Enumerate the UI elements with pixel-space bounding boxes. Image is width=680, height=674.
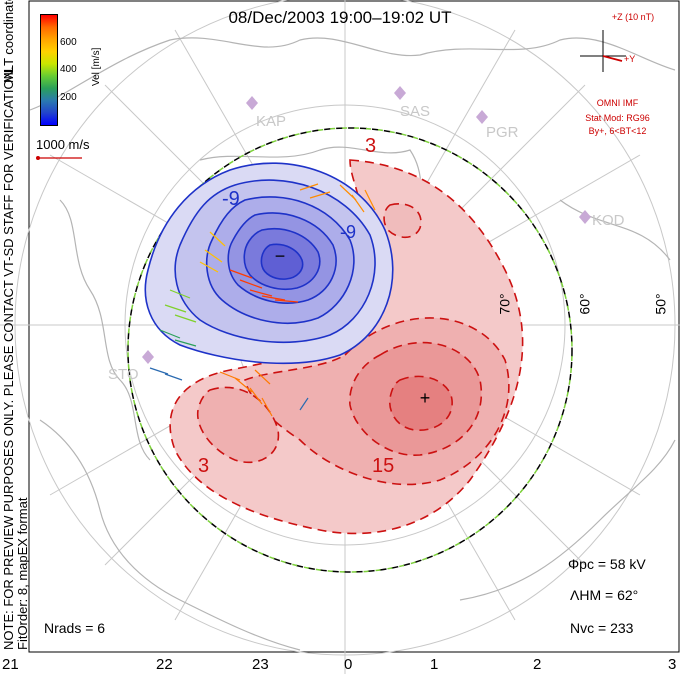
mlt-label-23: 23: [252, 656, 269, 673]
potential-max-marker: +: [420, 388, 431, 408]
potential-min-marker: −: [275, 246, 286, 266]
stat-nvc: Nvc = 233: [570, 620, 634, 636]
scale-vector-dot: [36, 156, 40, 160]
imf-y-label: +Y: [624, 54, 636, 64]
imf-vector: [602, 55, 623, 62]
mlt-label-22: 22: [156, 656, 173, 673]
scale-vector-label: 1000 m/s: [36, 137, 90, 152]
stat-lambda-hm: ΛHM = 62°: [570, 587, 639, 603]
station-label-sto: STO: [108, 366, 139, 383]
lat-label-60: 60°: [576, 293, 593, 315]
mlt-label-1: 1: [430, 656, 439, 673]
stat-phi-pc: Φpc = 58 kV: [568, 556, 646, 572]
contour-label-neg-2: -9: [340, 222, 356, 242]
map-title: 08/Dec/2003 19:00–19:02 UT: [228, 8, 452, 27]
imf-source: OMNI IMF: [596, 98, 639, 108]
imf-z-label: +Z (10 nT): [611, 12, 655, 22]
colorbar-tick-400: 400: [60, 64, 77, 75]
imf-condition: By+, 6<BT<12: [588, 126, 647, 136]
mlt-label-3: 3: [668, 656, 677, 673]
fit-order-note: FitOrder: 8, mapEX format: [15, 497, 30, 650]
hmb-boundary-black: [127, 127, 573, 573]
contour-label-pos-3b: 3: [198, 455, 209, 477]
colorbar-tick-200: 200: [60, 92, 77, 103]
stat-model: Stat Mod: RG96: [585, 113, 650, 123]
velocity-vectors: [149, 183, 376, 417]
preview-note: NOTE: FOR PREVIEW PURPOSES ONLY. PLEASE …: [1, 66, 30, 650]
lat-label-50: 50°: [652, 293, 669, 315]
station-label-sas: SAS: [400, 103, 431, 120]
velocity-colorbar: [40, 14, 58, 126]
mlt-label-2: 2: [533, 656, 542, 673]
contour-label-pos-15: 15: [372, 455, 394, 477]
mlt-label-21: 21: [2, 656, 19, 673]
contour-label-pos-3a: 3: [365, 135, 376, 157]
lat-label-70: 70°: [496, 293, 513, 315]
plot-frame: [28, 0, 680, 653]
stat-nrads: Nrads = 6: [44, 620, 106, 636]
colorbar-label: Vel [m/s]: [91, 47, 102, 86]
station-markers: [142, 86, 591, 364]
colorbar-gradient: [41, 15, 57, 125]
station-label-pgr: PGR: [486, 124, 519, 141]
colorbar-tick-600: 600: [60, 37, 77, 48]
station-label-kod: KOD: [592, 212, 625, 229]
preview-note-line-1: NOTE: FOR PREVIEW PURPOSES ONLY. PLEASE …: [1, 66, 16, 650]
negative-cell: [144, 162, 394, 365]
station-label-kap: KAP: [256, 113, 287, 130]
mlt-label-0: 0: [344, 656, 353, 673]
imf-dial: [580, 30, 626, 72]
contour-label-neg: -9: [222, 188, 240, 210]
